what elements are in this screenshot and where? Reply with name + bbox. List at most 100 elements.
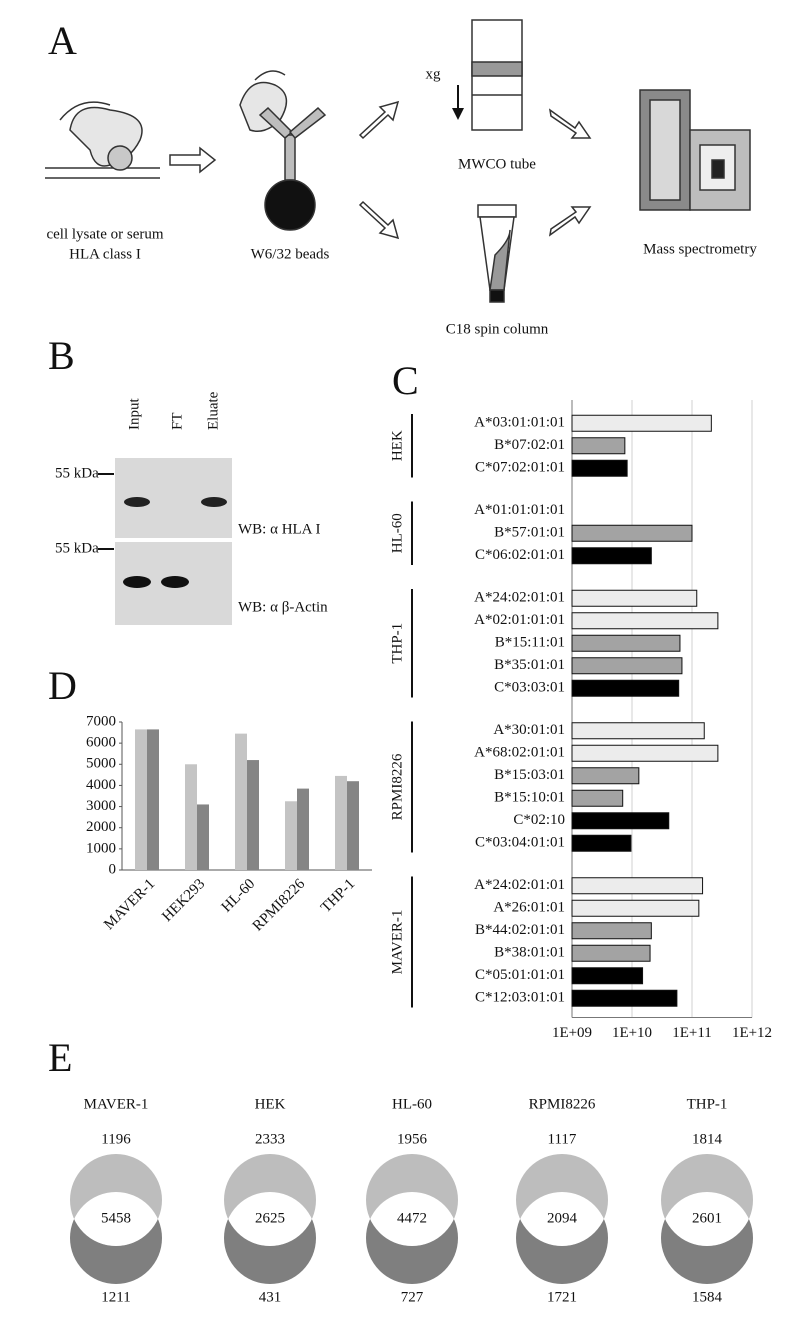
bar [571,812,670,830]
unique-count: 727 [401,1289,424,1305]
x-tick-label: HL-60 [219,876,259,916]
overlap [366,1192,458,1246]
lane-label: Eluate [205,391,221,430]
band [123,576,151,588]
step-label: MWCO tube [458,156,536,172]
step-label: HLA class I [69,246,141,262]
bar [135,729,147,870]
x-tick-label: 1E+11 [672,1025,712,1041]
overlap [224,1192,316,1246]
bar [571,437,626,455]
bar [571,767,640,785]
y-tick-label: B*07:02:01 [494,437,565,453]
marker-label: 55 kDa [55,540,99,556]
set-name: HL-60 [392,1096,432,1112]
bar [571,944,651,962]
arrow [358,100,400,140]
unique-count: 1117 [548,1131,577,1147]
y-tick-label: A*30:01:01 [493,722,565,738]
bar [347,781,359,870]
bar [297,788,309,870]
antibody-label: WB: α HLA I [238,521,320,537]
unique-count: 1584 [692,1289,723,1305]
shared-count: 2094 [547,1210,578,1226]
step-label: C18 spin column [446,321,549,337]
y-tick-label: A*01:01:01:01 [474,502,565,518]
band [201,497,227,507]
marker-label: 55 kDa [55,465,99,481]
mwco-tube-icon [471,19,523,131]
overlap [661,1192,753,1246]
force-label: xg [426,66,442,82]
bar [571,989,678,1007]
bar [571,612,719,630]
unique-count: 2333 [255,1131,285,1147]
panel-label: C [392,358,419,403]
unique-count: 1196 [101,1131,131,1147]
x-tick-label: 1E+10 [612,1025,652,1041]
bar [247,760,259,870]
panel-label: B [48,333,75,378]
x-tick-label: HEK293 [159,876,208,925]
bar [571,589,698,607]
shared-count: 5458 [101,1210,131,1226]
bar [571,922,652,940]
bar [235,733,247,870]
lane-label: Input [126,398,142,430]
lane-label: FT [169,412,185,430]
bar [571,967,644,985]
y-tick-label: B*15:10:01 [494,790,565,806]
arrow [548,206,592,237]
band [124,497,150,507]
bar [571,657,683,675]
x-tick-label: MAVER-1 [101,876,158,933]
panel-label: A [48,18,77,63]
arrow [358,200,400,240]
unique-count: 1956 [397,1131,428,1147]
unique-count: 431 [259,1289,282,1305]
bar [335,775,347,870]
step-label: cell lysate or serum [46,226,163,242]
bar [571,459,628,477]
unique-count: 1814 [692,1131,723,1147]
bar [147,729,159,870]
y-tick-label: 2000 [86,819,116,835]
y-tick-label: B*15:03:01 [494,767,565,783]
y-tick-label: A*24:02:01:01 [474,877,565,893]
bar [571,634,681,652]
bar [185,764,197,870]
unique-count: 1211 [101,1289,130,1305]
y-tick-label: B*44:02:01:01 [475,922,565,938]
c18-column-icon [477,204,517,303]
bar [571,547,652,565]
y-tick-label: 1000 [86,840,116,856]
unique-count: 1721 [547,1289,577,1305]
shared-count: 4472 [397,1210,427,1226]
y-tick-label: A*02:01:01:01 [474,612,565,628]
bar [571,744,719,762]
y-tick-label: 7000 [86,713,116,729]
panel-label: D [48,663,77,708]
antibody-label: WB: α β-Actin [238,599,328,615]
group-label: HL-60 [389,513,405,553]
y-tick-label: B*38:01:01 [494,945,565,961]
y-tick-label: C*07:02:01:01 [475,460,565,476]
overlap [516,1192,608,1246]
overlap [70,1192,162,1246]
bar [571,414,712,432]
y-tick-label: B*57:01:01 [494,525,565,541]
mass-spec-icon [639,89,751,211]
x-tick-label: RPMI8226 [250,876,309,935]
y-tick-label: 0 [109,861,117,877]
y-tick-label: C*06:02:01:01 [475,547,565,563]
bar [197,804,209,870]
y-tick-label: B*35:01:01 [494,657,565,673]
y-tick-label: A*24:02:01:01 [474,590,565,606]
panel-label: E [48,1035,72,1080]
y-tick-label: 4000 [86,777,116,793]
group-label: THP-1 [389,623,405,664]
bar [571,789,624,807]
cell-lysate-icon [45,101,160,179]
